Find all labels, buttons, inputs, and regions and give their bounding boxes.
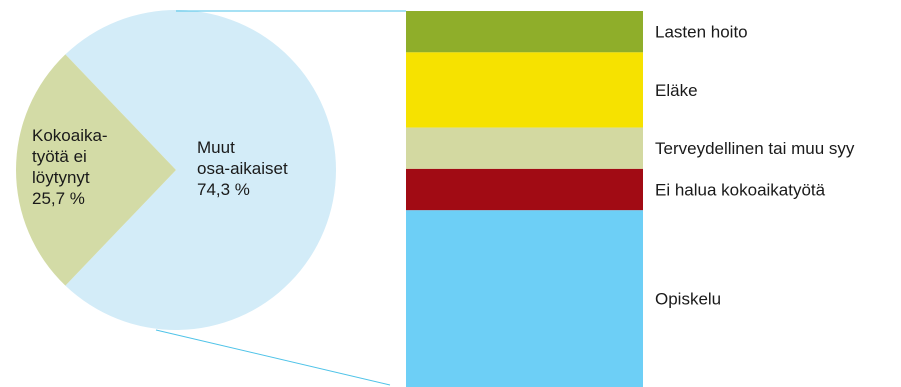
bar-label-terveydellinen-tai-muu-syy: Terveydellinen tai muu syy: [655, 139, 855, 158]
bar-label-el-ke: Eläke: [655, 81, 698, 100]
bar-segment-el-ke: [406, 52, 643, 128]
bar-label-ei-halua-kokoaikaty-t: Ei halua kokoaikatyötä: [655, 181, 826, 200]
pie-label-kokoaikatyota-ei-loytynyt: Kokoaika-työtä ei löytynyt 25,7 %: [32, 126, 108, 208]
stacked-bar: [406, 11, 643, 387]
bar-label-opiskelu: Opiskelu: [655, 290, 721, 309]
bar-labels: Lasten hoito Eläke Terveydellinen tai muu …: [655, 23, 855, 309]
bar-segment-lasten-hoito: [406, 11, 643, 53]
bar-segment-ei-halua-kokoaikaty-t: [406, 168, 643, 211]
bar-label-lasten-hoito: Lasten hoito: [655, 23, 748, 42]
pie-slice-kokoaikatyota-ei-loytynyt: [16, 54, 177, 286]
connector-line-bottom: [155, 329, 391, 386]
connector-lines: [155, 10, 406, 386]
pie-slice-muut-osa-aikaiset: [65, 10, 336, 331]
pie-label-muut-osa-aikaiset: Muut osa-aikaiset 74,3 %: [197, 138, 288, 199]
bar-segment-opiskelu: [406, 210, 643, 387]
pie-chart: Muut osa-aikaiset 74,3 % Kokoaika-työtä ei l…: [16, 10, 336, 331]
bar-segment-terveydellinen-tai-muu-syy: [406, 127, 643, 169]
